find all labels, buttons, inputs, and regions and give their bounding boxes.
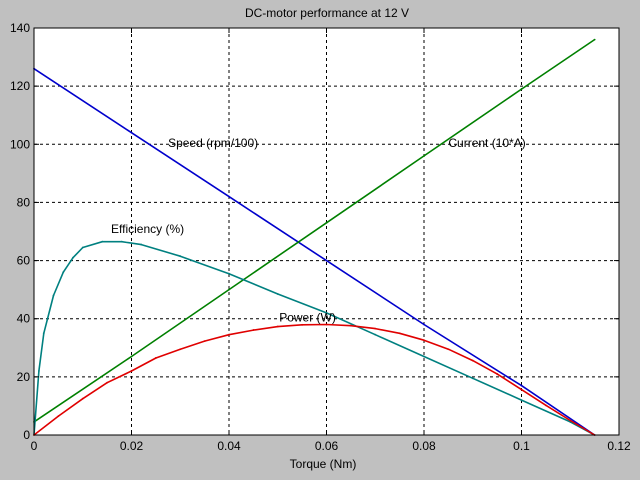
series-line-power [33, 323, 596, 436]
data-point-speed [130, 131, 133, 134]
data-point-power [203, 340, 206, 342]
chart-title: DC-motor performance at 12 V [245, 6, 409, 20]
data-point-efficiency [471, 377, 474, 380]
series-annotation: Power (W) [279, 311, 336, 325]
grid [34, 28, 619, 435]
data-point-efficiency [520, 399, 523, 402]
data-point-efficiency [52, 294, 55, 297]
data-point-power [349, 324, 352, 327]
x-tick-label: 0.1 [513, 439, 530, 453]
data-point-power [106, 381, 109, 384]
y-tick-label: 40 [17, 312, 31, 326]
data-point-current [423, 155, 425, 157]
series-annotation: Current (10*A) [448, 136, 525, 150]
data-point-efficiency [374, 333, 377, 336]
y-tick-label: 140 [10, 21, 30, 35]
data-point-power [154, 357, 157, 359]
data-point-efficiency [42, 332, 45, 335]
data-point-speed [325, 259, 328, 262]
data-point-power [374, 327, 377, 330]
data-point-speed [423, 323, 425, 326]
y-tick-label: 100 [10, 137, 30, 151]
data-point-power [423, 339, 425, 342]
data-point-speed [520, 384, 523, 387]
data-point-current [130, 355, 133, 358]
data-point-power [228, 333, 230, 336]
data-point-efficiency [72, 256, 74, 259]
data-point-efficiency [179, 255, 182, 258]
x-tick-label: 0 [31, 439, 38, 453]
data-point-power [496, 373, 499, 375]
series-line-efficiency [33, 240, 595, 436]
series-annotation: Speed (rpm/100) [168, 136, 258, 150]
x-tick-label: 0.12 [607, 439, 631, 453]
x-tick-label: 0.06 [315, 439, 339, 453]
data-point-efficiency [228, 272, 230, 275]
data-point-power [569, 419, 572, 422]
data-point-efficiency [325, 312, 328, 314]
data-point-efficiency [276, 293, 279, 295]
data-point-efficiency [37, 370, 40, 372]
data-point-power [301, 323, 304, 326]
y-tick-label: 0 [23, 428, 30, 442]
data-point-power [130, 370, 133, 372]
data-point-current [520, 88, 523, 90]
data-point-power [398, 332, 401, 335]
data-point-power [57, 415, 60, 418]
series-annotation: Efficiency (%) [111, 222, 184, 236]
data-point-efficiency [101, 240, 104, 243]
series-group [33, 38, 596, 436]
data-point-power [252, 329, 255, 331]
axis-ticks: 0 0.02 0.04 0.06 0.08 0.1 0.12 0 20 40 60 80 100 120 1… [10, 21, 631, 453]
y-tick-label: 60 [17, 254, 31, 268]
y-tick-label: 20 [17, 370, 31, 384]
data-point-power [471, 359, 474, 362]
data-point-current [228, 288, 230, 291]
data-point-power [179, 348, 182, 351]
data-point-efficiency [120, 240, 123, 243]
data-point-efficiency [423, 355, 425, 358]
data-point-power [325, 323, 328, 326]
data-point-efficiency [62, 271, 65, 274]
data-point-speed [228, 195, 230, 198]
data-point-power [544, 404, 547, 407]
data-point-efficiency [81, 246, 84, 249]
y-tick-label: 120 [10, 79, 30, 93]
x-tick-label: 0.04 [217, 439, 241, 453]
data-point-power [276, 325, 279, 328]
x-tick-label: 0.02 [120, 439, 144, 453]
data-point-power [447, 348, 450, 351]
data-point-current [325, 221, 328, 224]
annotations: Speed (rpm/100) Current (10*A) Efficiency … [111, 136, 526, 324]
data-point-power [520, 388, 523, 391]
data-point-current [593, 38, 596, 41]
data-point-power [81, 397, 84, 400]
y-tick-label: 80 [17, 195, 31, 209]
data-point-efficiency [140, 243, 143, 246]
x-tick-label: 0.08 [412, 439, 436, 453]
x-axis-label: Torque (Nm) [290, 457, 357, 471]
